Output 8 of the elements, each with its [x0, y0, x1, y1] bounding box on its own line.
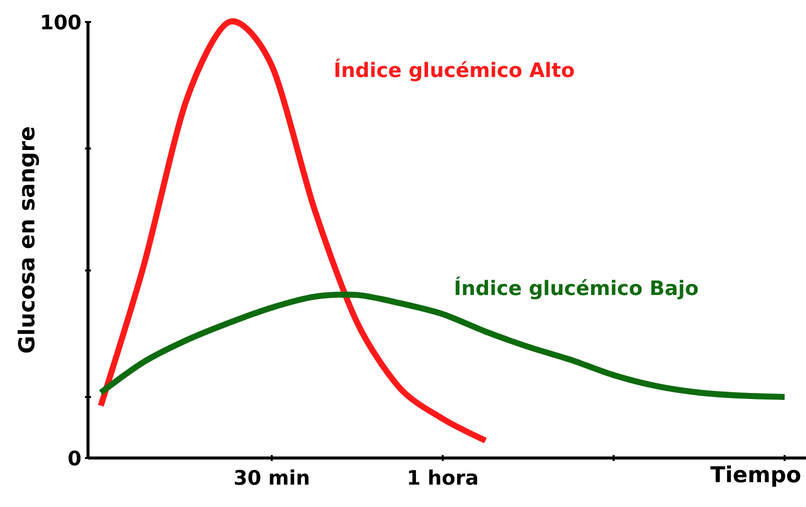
x-axis-title: Tiempo: [710, 466, 800, 487]
x-tick-label: 1 hora: [409, 470, 478, 485]
text: Índice glucémico Alto: [335, 58, 574, 82]
y-tick-label: 100: [42, 14, 81, 30]
y-axis-title: Glucosa en sangre: [18, 127, 40, 353]
x-tick-label: 30 min: [234, 470, 308, 485]
y-tick-label: 0: [68, 450, 81, 466]
series-label: Índice glucémico Bajo: [456, 276, 698, 300]
